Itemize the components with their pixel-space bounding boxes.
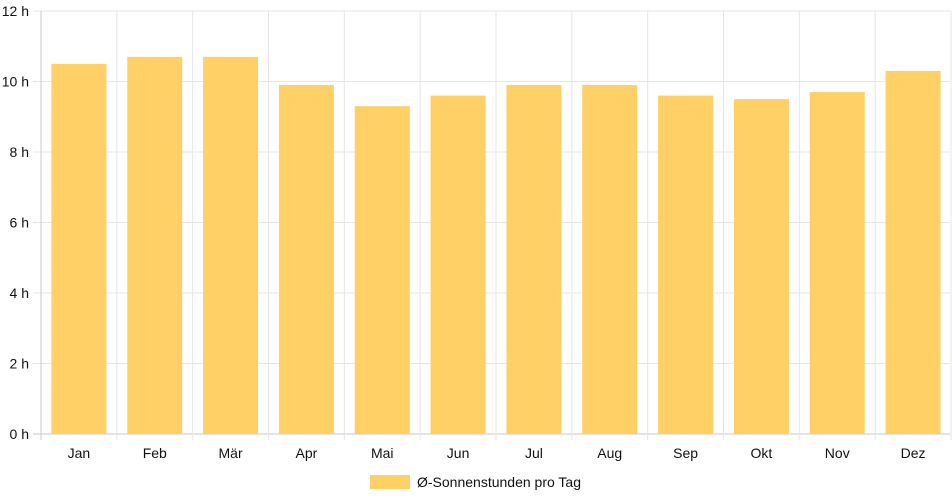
bar[interactable]: [733, 99, 789, 434]
bar[interactable]: [885, 70, 941, 435]
y-tick-label: 10 h: [2, 74, 29, 90]
y-tick-label: 12 h: [2, 3, 29, 19]
x-tick-label: Jul: [525, 445, 543, 461]
x-tick-label: Aug: [597, 445, 622, 461]
bar[interactable]: [582, 85, 638, 435]
bar[interactable]: [809, 92, 865, 434]
x-tick-label: Sep: [673, 445, 698, 461]
x-tick-label: Jan: [68, 445, 91, 461]
y-tick-label: 8 h: [10, 144, 29, 160]
y-tick-label: 2 h: [10, 356, 29, 372]
x-tick-label: Jun: [447, 445, 470, 461]
bar[interactable]: [51, 63, 107, 434]
grid-lines: [33, 10, 952, 440]
bars: [51, 56, 941, 435]
legend-label[interactable]: Ø-Sonnenstunden pro Tag: [417, 474, 581, 490]
bar[interactable]: [354, 106, 410, 435]
y-tick-label: 6 h: [10, 215, 29, 231]
x-tick-label: Feb: [143, 445, 167, 461]
axes: 0 h 2 h 4 h 6 h 8 h 10 h 12 h Jan Feb Mär Apr Mai Ju…: [2, 3, 926, 461]
bar[interactable]: [430, 95, 486, 434]
x-tick-label: Mai: [371, 445, 394, 461]
x-tick-label: Okt: [751, 445, 773, 461]
x-tick-label: Nov: [825, 445, 850, 461]
x-tick-label: Mär: [219, 445, 243, 461]
bar[interactable]: [278, 85, 334, 435]
x-tick-label: Dez: [901, 445, 926, 461]
bar[interactable]: [658, 95, 714, 434]
legend[interactable]: Ø-Sonnenstunden pro Tag: [370, 474, 581, 490]
bar[interactable]: [203, 56, 259, 434]
bar[interactable]: [506, 85, 562, 435]
legend-swatch[interactable]: [370, 475, 410, 489]
y-tick-label: 0 h: [10, 426, 29, 442]
x-tick-label: Apr: [296, 445, 318, 461]
bar[interactable]: [127, 56, 183, 434]
y-tick-label: 4 h: [10, 285, 29, 301]
